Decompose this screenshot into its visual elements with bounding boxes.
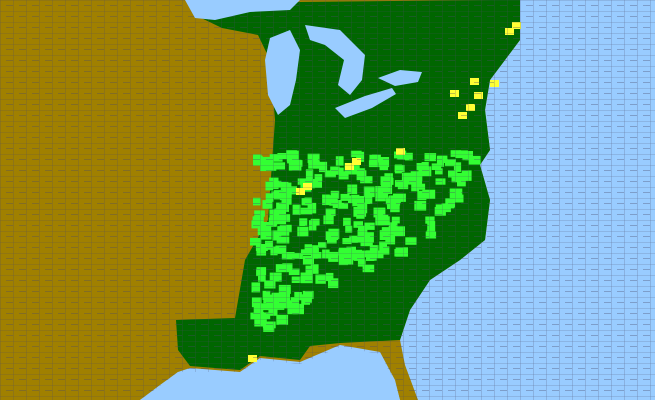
lake-michigan bbox=[265, 30, 300, 115]
lake-erie bbox=[335, 88, 396, 118]
gulf-coast-water bbox=[140, 347, 400, 400]
great-lakes bbox=[185, 0, 422, 118]
lake-ontario bbox=[378, 70, 422, 86]
lake-superior bbox=[185, 0, 300, 20]
lake-huron bbox=[305, 25, 365, 95]
